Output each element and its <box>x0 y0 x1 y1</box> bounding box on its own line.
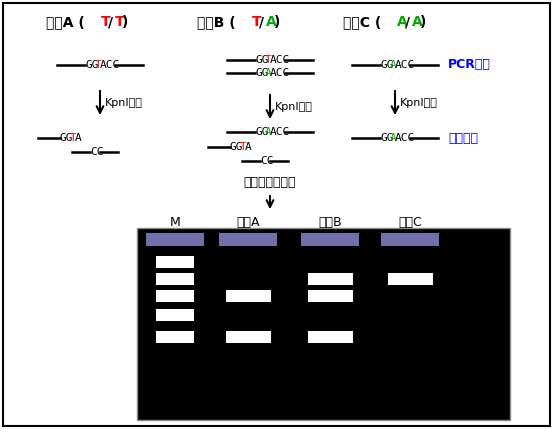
Bar <box>156 290 194 302</box>
Text: GG: GG <box>230 142 243 152</box>
Bar <box>156 273 194 285</box>
Text: A: A <box>390 60 397 70</box>
Text: KpnI酶切: KpnI酶切 <box>400 98 438 108</box>
Text: GG: GG <box>60 133 74 143</box>
Bar <box>146 233 204 245</box>
Text: ): ) <box>420 15 426 29</box>
Text: GG: GG <box>255 127 269 137</box>
Text: A: A <box>75 133 82 143</box>
Bar <box>307 273 352 285</box>
Text: /: / <box>405 15 410 29</box>
Text: 礎脂糖凝胶电泳: 礎脂糖凝胶电泳 <box>244 176 296 190</box>
Text: /: / <box>108 15 113 29</box>
Text: T: T <box>101 15 111 29</box>
Text: 样本A (: 样本A ( <box>46 15 85 29</box>
Text: A: A <box>412 15 422 29</box>
Text: CC: CC <box>260 156 274 166</box>
Text: ACC: ACC <box>100 60 120 70</box>
Bar <box>307 331 352 343</box>
Text: ACC: ACC <box>270 127 290 137</box>
Text: M: M <box>170 217 180 230</box>
Text: ACC: ACC <box>270 68 290 78</box>
Text: T: T <box>265 55 272 65</box>
Text: A: A <box>397 15 408 29</box>
Bar <box>226 290 270 302</box>
Text: GG: GG <box>85 60 98 70</box>
Text: 样本A: 样本A <box>236 217 260 230</box>
Bar <box>307 290 352 302</box>
Bar <box>388 273 432 285</box>
Text: 样本B: 样本B <box>318 217 342 230</box>
Text: GG: GG <box>380 133 394 143</box>
Text: T: T <box>252 15 262 29</box>
Bar <box>156 256 194 268</box>
Text: ACC: ACC <box>395 60 415 70</box>
Text: T: T <box>70 133 77 143</box>
Text: PCR产物: PCR产物 <box>448 58 491 72</box>
Text: T: T <box>240 142 247 152</box>
Bar <box>137 228 510 420</box>
Text: 样本B (: 样本B ( <box>197 15 236 29</box>
Text: T: T <box>115 15 124 29</box>
Bar <box>301 233 359 245</box>
Text: 酶切产物: 酶切产物 <box>448 132 478 145</box>
Text: GG: GG <box>380 60 394 70</box>
Bar <box>156 309 194 321</box>
Text: KpnI酶切: KpnI酶切 <box>275 102 313 112</box>
Text: A: A <box>265 127 272 137</box>
Text: CC: CC <box>90 147 103 157</box>
Text: ): ) <box>122 15 128 29</box>
Text: ACC: ACC <box>395 133 415 143</box>
Text: GG: GG <box>255 55 269 65</box>
Text: T: T <box>95 60 102 70</box>
Text: 样本C (: 样本C ( <box>343 15 381 29</box>
Text: 样本C: 样本C <box>398 217 422 230</box>
Bar <box>381 233 439 245</box>
Bar <box>226 331 270 343</box>
Bar <box>156 331 194 343</box>
Text: A: A <box>266 15 276 29</box>
Bar <box>219 233 277 245</box>
Text: ACC: ACC <box>270 55 290 65</box>
Text: KpnI酶切: KpnI酶切 <box>105 98 143 108</box>
Text: GG: GG <box>255 68 269 78</box>
Text: /: / <box>259 15 264 29</box>
Text: A: A <box>390 133 397 143</box>
Text: A: A <box>265 68 272 78</box>
Text: A: A <box>245 142 252 152</box>
Text: ): ) <box>274 15 280 29</box>
